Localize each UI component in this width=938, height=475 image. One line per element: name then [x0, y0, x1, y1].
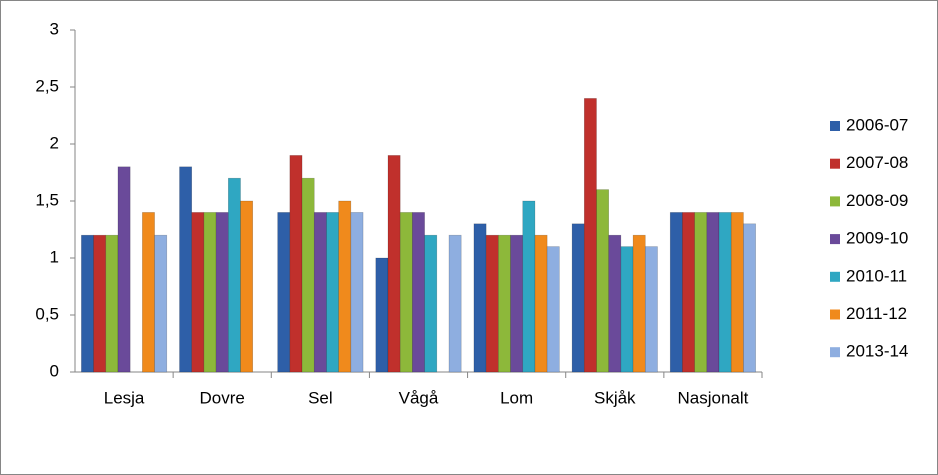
x-tick-label: Skjåk — [594, 388, 636, 407]
bar — [117, 166, 131, 373]
legend-swatch — [830, 347, 840, 358]
bar — [179, 166, 193, 373]
bar — [93, 234, 107, 373]
bar — [375, 257, 389, 373]
legend-label: 2006-07 — [846, 115, 908, 134]
y-tick-label: 1,5 — [35, 190, 59, 209]
y-tick-label: 0 — [50, 361, 59, 380]
bar — [632, 234, 646, 373]
bar — [743, 223, 756, 373]
bar — [338, 200, 352, 373]
bar — [326, 212, 339, 373]
bar — [215, 212, 229, 373]
bar — [228, 177, 241, 373]
bar — [142, 212, 155, 373]
bar — [154, 234, 168, 373]
bar — [350, 212, 364, 373]
legend-swatch — [830, 309, 840, 320]
legend-label: 2009-10 — [846, 229, 908, 248]
bar — [424, 234, 438, 373]
y-tick-label: 3 — [50, 19, 59, 38]
bar — [277, 212, 291, 373]
bar — [191, 212, 205, 373]
bar — [682, 212, 695, 373]
bar — [240, 200, 254, 373]
legend-swatch — [830, 121, 840, 131]
bar — [571, 223, 585, 373]
bar — [644, 246, 658, 373]
legend-swatch — [830, 234, 840, 245]
bar — [620, 246, 634, 373]
x-tick-label: Vågå — [399, 388, 439, 407]
bar — [534, 234, 548, 373]
x-tick-label: Lesja — [104, 388, 145, 407]
bar — [694, 212, 708, 373]
bar — [301, 177, 315, 373]
bar — [81, 234, 94, 373]
bar — [105, 234, 119, 373]
legend-swatch — [830, 271, 840, 282]
legend-label: 2008-09 — [846, 191, 908, 210]
legend-swatch — [830, 158, 840, 169]
bar — [485, 234, 499, 373]
bar — [313, 212, 327, 373]
y-tick-label: 2 — [50, 133, 59, 152]
bar — [608, 234, 622, 373]
legend-label: 2013-14 — [846, 342, 908, 361]
y-tick-label: 0,5 — [35, 304, 59, 323]
bar — [473, 223, 487, 373]
x-tick-label: Sel — [308, 388, 333, 407]
bar — [546, 246, 560, 373]
bar — [583, 98, 597, 373]
legend-label: 2007-08 — [846, 153, 908, 172]
bar — [522, 200, 536, 373]
legend-label: 2010-11 — [846, 266, 907, 285]
bar — [510, 234, 524, 373]
bar — [412, 212, 425, 373]
x-tick-label: Lom — [500, 388, 533, 407]
bar — [718, 212, 732, 373]
bar — [448, 234, 462, 373]
bar — [669, 212, 683, 373]
bar — [596, 189, 609, 373]
bar — [399, 212, 413, 373]
bar — [203, 212, 217, 373]
bar — [730, 212, 744, 373]
bar — [289, 155, 303, 373]
bar — [498, 234, 511, 373]
legend-label: 2011-12 — [846, 304, 907, 323]
y-tick-label: 2,5 — [35, 76, 59, 95]
bar — [706, 212, 720, 373]
y-tick-label: 1 — [50, 247, 59, 266]
bar — [387, 155, 401, 373]
x-tick-label: Nasjonalt — [677, 388, 748, 407]
legend-swatch — [830, 196, 840, 207]
x-tick-label: Dovre — [200, 388, 245, 407]
